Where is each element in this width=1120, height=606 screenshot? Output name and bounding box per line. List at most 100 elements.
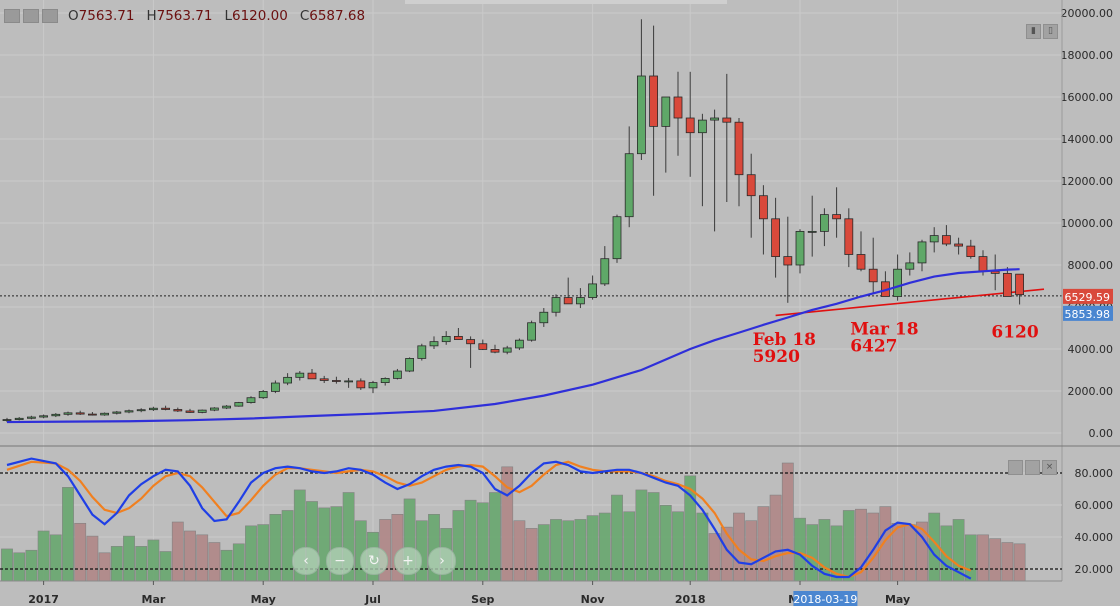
candle[interactable] — [710, 117, 719, 121]
zoom-out-button[interactable]: − — [326, 547, 354, 575]
candle[interactable] — [270, 382, 280, 392]
candle[interactable] — [173, 409, 183, 412]
candle[interactable] — [917, 241, 927, 264]
scroll-left-button[interactable]: ‹ — [292, 547, 320, 575]
candle[interactable] — [136, 409, 146, 412]
zoom-in-button[interactable]: + — [394, 547, 422, 575]
candle[interactable] — [795, 230, 805, 266]
candle[interactable] — [551, 297, 561, 313]
window-control-icon[interactable] — [23, 9, 39, 23]
candle[interactable] — [441, 335, 451, 343]
candle[interactable] — [929, 235, 939, 243]
candle[interactable] — [112, 411, 122, 414]
candle[interactable] — [161, 407, 171, 410]
candle[interactable] — [39, 415, 48, 418]
candle[interactable] — [478, 343, 488, 350]
stoch-pane-icon[interactable] — [1008, 460, 1023, 475]
candle[interactable] — [624, 153, 634, 218]
candle[interactable] — [844, 218, 854, 255]
candle[interactable] — [600, 258, 610, 285]
candle[interactable] — [759, 195, 768, 220]
candle[interactable] — [1003, 272, 1012, 297]
candle[interactable] — [405, 358, 415, 372]
candle[interactable] — [893, 268, 902, 297]
candle[interactable] — [515, 339, 524, 349]
candle[interactable] — [466, 339, 476, 345]
candle[interactable] — [588, 283, 597, 298]
candle[interactable] — [673, 96, 683, 119]
time-axis[interactable]: 2017MarMayJulSepNov2018MarMay2018-03-19 — [0, 580, 1120, 606]
candle[interactable] — [380, 377, 390, 383]
candle[interactable] — [576, 297, 585, 305]
candle[interactable] — [429, 341, 439, 347]
candle[interactable] — [954, 243, 963, 247]
candle[interactable] — [356, 380, 366, 389]
candle[interactable] — [527, 322, 536, 341]
candle[interactable] — [661, 96, 671, 127]
stoch-close-icon[interactable]: × — [1042, 460, 1057, 475]
candle[interactable] — [258, 391, 268, 399]
candle[interactable] — [307, 372, 317, 380]
candle[interactable] — [612, 216, 622, 260]
price-axis[interactable]: 0.002000.004000.006000.008000.0010000.00… — [1061, 0, 1114, 589]
candle[interactable] — [807, 230, 817, 233]
candle[interactable] — [26, 416, 36, 419]
candle[interactable] — [234, 402, 244, 407]
candle[interactable] — [209, 407, 219, 411]
candle[interactable] — [75, 412, 85, 415]
candle[interactable] — [722, 117, 732, 123]
candle[interactable] — [295, 372, 305, 378]
candle[interactable] — [331, 380, 341, 382]
candle[interactable] — [1015, 273, 1024, 296]
candle[interactable] — [649, 75, 658, 127]
candle[interactable] — [966, 245, 976, 258]
candle[interactable] — [319, 378, 329, 381]
candle[interactable] — [392, 370, 402, 379]
candle[interactable] — [502, 347, 512, 353]
volume-bar — [245, 525, 257, 582]
candle[interactable] — [344, 380, 354, 383]
stoch-pane-icon[interactable] — [1025, 460, 1040, 475]
candle[interactable] — [490, 349, 500, 353]
candle[interactable] — [563, 297, 573, 305]
candle[interactable] — [539, 311, 549, 324]
candle[interactable] — [746, 174, 756, 197]
candle[interactable] — [283, 376, 293, 384]
candle[interactable] — [698, 119, 707, 134]
pane-maximize-icon[interactable]: ▮ — [1026, 24, 1041, 39]
candle[interactable] — [856, 254, 866, 270]
window-control-icon[interactable] — [4, 9, 20, 23]
candle[interactable] — [368, 382, 378, 389]
candle[interactable] — [417, 345, 427, 359]
candle[interactable] — [771, 218, 780, 258]
candle[interactable] — [685, 117, 695, 134]
candle[interactable] — [637, 75, 646, 155]
reset-button[interactable]: ↻ — [360, 547, 388, 575]
pane-settings-icon[interactable]: ▯ — [1043, 24, 1058, 39]
candle[interactable] — [100, 412, 109, 416]
candle[interactable] — [246, 397, 256, 403]
candle[interactable] — [978, 256, 988, 272]
scroll-right-button[interactable]: › — [428, 547, 456, 575]
candle[interactable] — [868, 268, 878, 283]
candle[interactable] — [942, 235, 951, 245]
candle[interactable] — [185, 410, 195, 413]
candle[interactable] — [2, 419, 12, 421]
window-control-icon[interactable] — [42, 9, 58, 23]
candle-bodies[interactable] — [2, 75, 1024, 421]
candle[interactable] — [88, 413, 97, 416]
candle[interactable] — [734, 121, 744, 176]
candle[interactable] — [905, 262, 915, 270]
candle[interactable] — [453, 335, 463, 340]
candle[interactable] — [148, 407, 158, 411]
candle[interactable] — [832, 214, 841, 220]
candle[interactable] — [63, 412, 73, 415]
candle[interactable] — [51, 413, 61, 417]
candle[interactable] — [14, 417, 24, 420]
candle[interactable] — [820, 214, 829, 232]
candle[interactable] — [124, 410, 134, 413]
candle[interactable] — [197, 409, 207, 413]
candle[interactable] — [783, 256, 793, 266]
candle[interactable] — [222, 405, 232, 409]
